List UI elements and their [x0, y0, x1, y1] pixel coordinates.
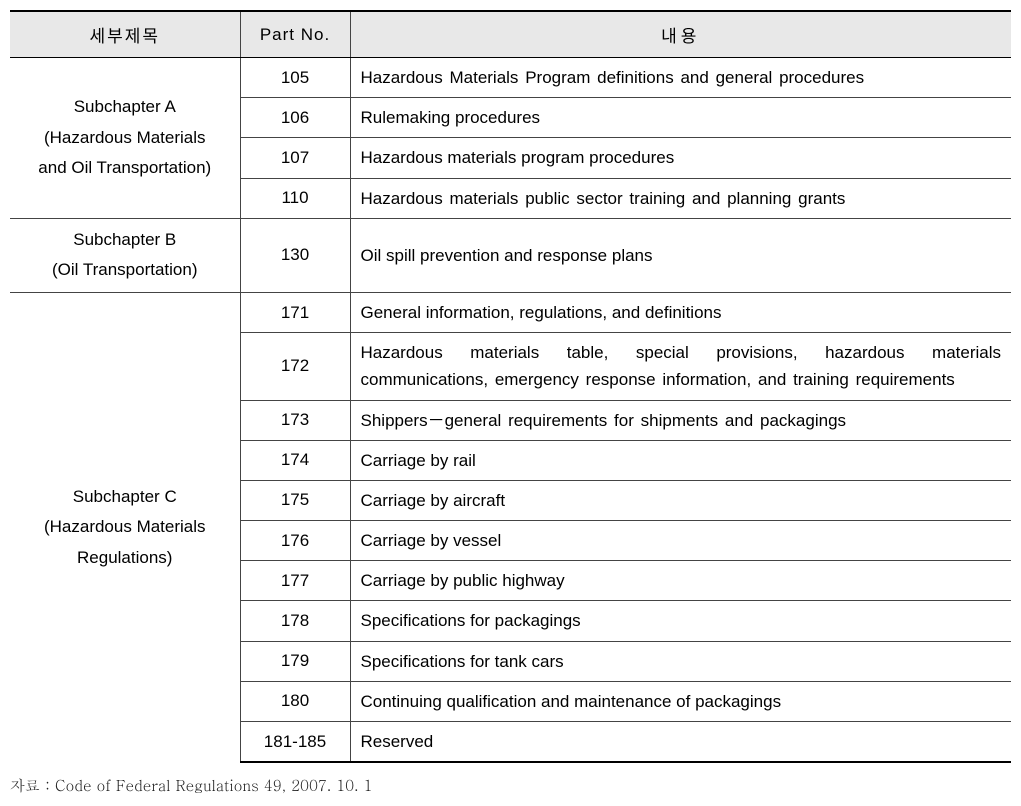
regulations-table: 세부제목 Part No. 내용 Subchapter A (Hazardous … — [10, 10, 1011, 763]
header-content: 내용 — [350, 11, 1011, 58]
content-cell: Carriage by aircraft — [350, 480, 1011, 520]
table-header: 세부제목 Part No. 내용 — [10, 11, 1011, 58]
partno-cell: 175 — [240, 480, 350, 520]
subtitle-line: Subchapter B — [73, 230, 176, 249]
subtitle-line: Subchapter A — [74, 97, 176, 116]
content-cell: Specifications for packagings — [350, 601, 1011, 641]
content-cell: Reserved — [350, 722, 1011, 763]
partno-cell: 174 — [240, 440, 350, 480]
source-note: 자료 : Code of Federal Regulations 49, 200… — [10, 775, 1011, 796]
subtitle-line: (Hazardous Materials — [44, 517, 206, 536]
content-cell: General information, regulations, and de… — [350, 292, 1011, 332]
subtitle-line: Regulations) — [77, 548, 172, 567]
table-body: Subchapter A (Hazardous Materials and Oil … — [10, 58, 1011, 763]
content-cell: Carriage by vessel — [350, 521, 1011, 561]
partno-cell: 178 — [240, 601, 350, 641]
content-cell: Carriage by rail — [350, 440, 1011, 480]
header-subtitle: 세부제목 — [10, 11, 240, 58]
partno-cell: 180 — [240, 681, 350, 721]
partno-cell: 172 — [240, 333, 350, 400]
partno-cell: 110 — [240, 178, 350, 218]
content-cell: Carriage by public highway — [350, 561, 1011, 601]
partno-cell: 105 — [240, 58, 350, 98]
partno-cell: 177 — [240, 561, 350, 601]
table-row: Subchapter C(Hazardous MaterialsRegulati… — [10, 292, 1011, 332]
partno-cell: 130 — [240, 218, 350, 292]
subtitle-line: and Oil Transportation) — [38, 158, 211, 177]
content-cell: Hazardous Materials Program definitions … — [350, 58, 1011, 98]
partno-cell: 107 — [240, 138, 350, 178]
subtitle-line: (Hazardous Materials — [44, 128, 206, 147]
content-cell: Hazardous materials program procedures — [350, 138, 1011, 178]
content-cell: Oil spill prevention and response plans — [350, 218, 1011, 292]
subtitle-line: Subchapter C — [73, 487, 177, 506]
content-cell: Shippers－general requirements for shipme… — [350, 400, 1011, 440]
header-partno: Part No. — [240, 11, 350, 58]
partno-cell: 179 — [240, 641, 350, 681]
content-cell: Rulemaking procedures — [350, 98, 1011, 138]
partno-cell: 181-185 — [240, 722, 350, 763]
partno-cell: 106 — [240, 98, 350, 138]
partno-cell: 173 — [240, 400, 350, 440]
partno-cell: 171 — [240, 292, 350, 332]
content-cell: Specifications for tank cars — [350, 641, 1011, 681]
table-row: Subchapter A(Hazardous Materialsand Oil … — [10, 58, 1011, 98]
table-row: Subchapter B (Oil Transportation) 130Oil s… — [10, 218, 1011, 292]
partno-cell: 176 — [240, 521, 350, 561]
subtitle-cell: Subchapter B (Oil Transportation) — [10, 218, 240, 292]
content-cell: Continuing qualification and maintenance… — [350, 681, 1011, 721]
subtitle-line: (Oil Transportation) — [52, 260, 198, 279]
subtitle-cell: Subchapter A (Hazardous Materials and Oil … — [10, 58, 240, 219]
content-cell: Hazardous materials table, special provi… — [350, 333, 1011, 400]
subtitle-cell: Subchapter C (Hazardous Materials Regulati… — [10, 292, 240, 762]
content-cell: Hazardous materials public sector traini… — [350, 178, 1011, 218]
